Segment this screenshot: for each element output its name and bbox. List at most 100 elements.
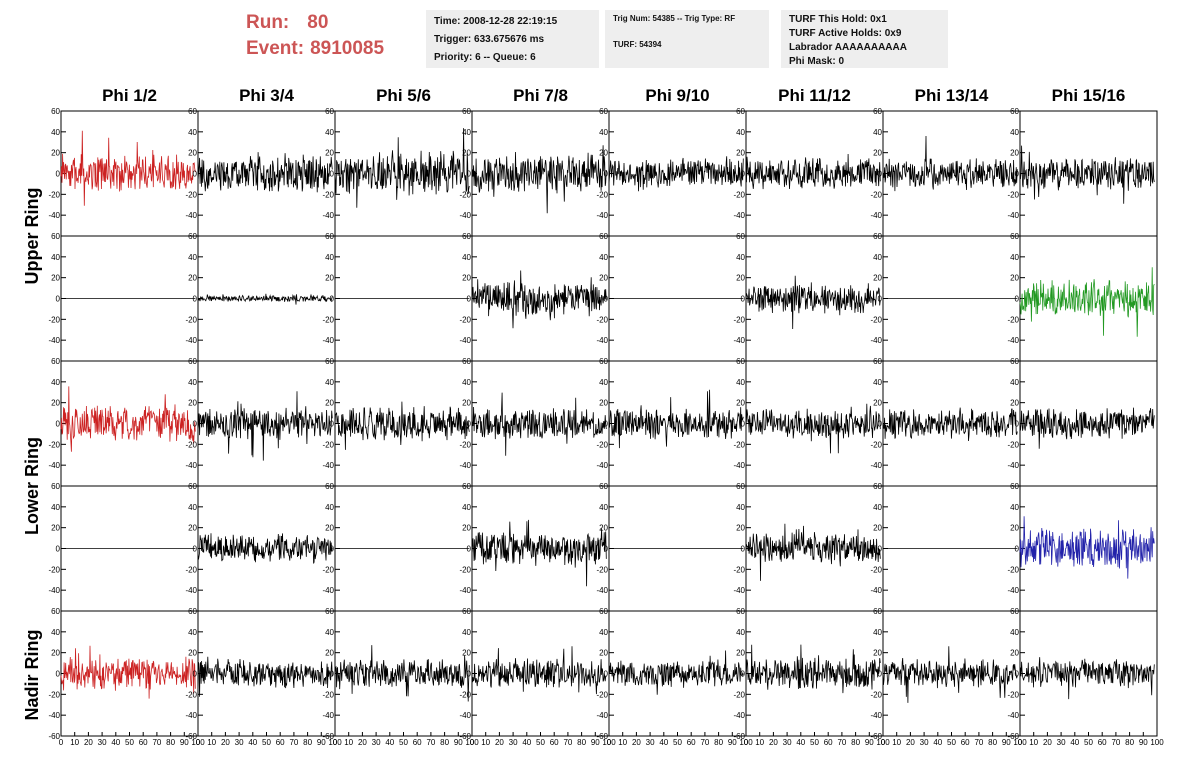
y-tick-label: 40 [51,503,60,512]
x-tick-label: 80 [303,738,312,747]
panel-r2-c2: -40 -20 0 20 40 60 [185,232,336,362]
y-tick-label: 20 [736,399,745,408]
x-tick-label: 80 [440,738,449,747]
y-tick-label: 60 [873,482,882,491]
y-tick-label: 0 [467,670,472,679]
y-tick-label: -20 [459,565,471,574]
y-tick-label: -20 [185,440,197,449]
y-tick-label: 40 [325,253,334,262]
x-tick-label: 50 [673,738,682,747]
x-tick-label: 40 [933,738,942,747]
y-tick-label: 20 [462,524,471,533]
y-tick-label: 40 [188,378,197,387]
y-tick-label: -20 [870,315,882,324]
y-tick-label: -20 [459,440,471,449]
y-tick-label: 40 [599,628,608,637]
y-tick-label: 40 [325,503,334,512]
panel-r1-c6: -40 -20 0 20 40 60 [733,107,884,237]
y-tick-label: 0 [467,295,472,304]
y-tick-label: 20 [736,274,745,283]
waveform-trace [60,130,196,206]
y-tick-label: 0 [330,420,335,429]
x-tick-label: 50 [262,738,271,747]
panel-r1-c5: -40 -20 0 20 40 60 [596,107,747,237]
turf-active-holds-text: TURF Active Holds: 0x9 [789,28,902,39]
x-tick-label: 100 [191,738,205,747]
x-tick-label: 40 [248,738,257,747]
x-tick-label: 80 [988,738,997,747]
y-tick-label: -40 [596,461,608,470]
y-tick-label: 60 [736,607,745,616]
y-tick-label: 40 [736,628,745,637]
y-tick-label: 40 [1010,253,1019,262]
x-tick-label: 90 [728,738,737,747]
panel-r3-c8: -40 -20 0 20 40 60 [1007,357,1158,487]
run-label: Run: [246,12,290,33]
panel-r4-c4: -40 -20 0 20 40 60 [459,482,610,612]
x-tick-label: 10 [1029,738,1038,747]
y-tick-label: 0 [1015,170,1020,179]
y-tick-label: 60 [736,482,745,491]
y-tick-label: 0 [604,670,609,679]
y-tick-label: -20 [48,565,60,574]
x-tick-label: 20 [906,738,915,747]
y-tick-label: 40 [1010,128,1019,137]
y-tick-label: 60 [736,357,745,366]
panel-r3-c4: -40 -20 0 20 40 60 [459,357,610,487]
y-tick-label: 20 [188,149,197,158]
x-tick-label: 70 [837,738,846,747]
panel-r3-c6: -40 -20 0 20 40 60 [733,357,884,487]
y-tick-label: -40 [596,211,608,220]
y-tick-label: 0 [1015,420,1020,429]
x-tick-label: 30 [372,738,381,747]
y-tick-label: 40 [188,503,197,512]
y-tick-label: 20 [599,274,608,283]
panel-r1-c4: -40 -20 0 20 40 60 [459,107,610,237]
y-tick-label: 20 [873,399,882,408]
x-tick-label: 0 [881,738,886,747]
time-text: Time: 2008-12-28 22:19:15 [434,16,558,27]
x-tick-label: 40 [659,738,668,747]
x-tick-label: 20 [632,738,641,747]
y-tick-label: 0 [1015,545,1020,554]
y-tick-label: -40 [1007,461,1019,470]
y-tick-label: 40 [462,628,471,637]
x-tick-label: 90 [865,738,874,747]
y-tick-label: -40 [185,461,197,470]
x-tick-label: 100 [1150,738,1164,747]
y-tick-label: -20 [733,190,745,199]
x-tick-label: 60 [961,738,970,747]
panel-frame [197,610,336,737]
panel-r4-c7: -40 -20 0 20 40 60 [870,482,1021,612]
panel-r2-c6: -40 -20 0 20 40 60 [733,232,884,362]
phi-header-8: Phi 15/16 [1051,86,1126,105]
y-tick-label: -40 [322,711,334,720]
y-tick-label: 20 [51,524,60,533]
y-tick-label: 20 [1010,399,1019,408]
x-tick-label: 90 [1002,738,1011,747]
y-tick-label: 40 [325,128,334,137]
trig-num-panel: Trig Num: 54385 -- Trig Type: RF TURF: 5… [605,10,769,68]
y-tick-label: -40 [1007,211,1019,220]
y-tick-label: -40 [48,336,60,345]
x-tick-label: 100 [602,738,616,747]
waveform-trace [608,389,744,449]
y-tick-label: 40 [51,378,60,387]
y-tick-label: 20 [736,649,745,658]
x-tick-label: 30 [646,738,655,747]
x-tick-label: 10 [755,738,764,747]
y-tick-label: -40 [459,461,471,470]
x-tick-label: 10 [207,738,216,747]
x-tick-label: 10 [70,738,79,747]
x-tick-label: 60 [276,738,285,747]
y-tick-label: 20 [462,649,471,658]
y-tick-label: -20 [596,315,608,324]
y-tick-label: 60 [51,357,60,366]
y-tick-label: 20 [462,399,471,408]
x-tick-label: 30 [783,738,792,747]
y-tick-label: 20 [51,399,60,408]
y-tick-label: -40 [48,711,60,720]
event-value: 8910085 [310,38,385,59]
